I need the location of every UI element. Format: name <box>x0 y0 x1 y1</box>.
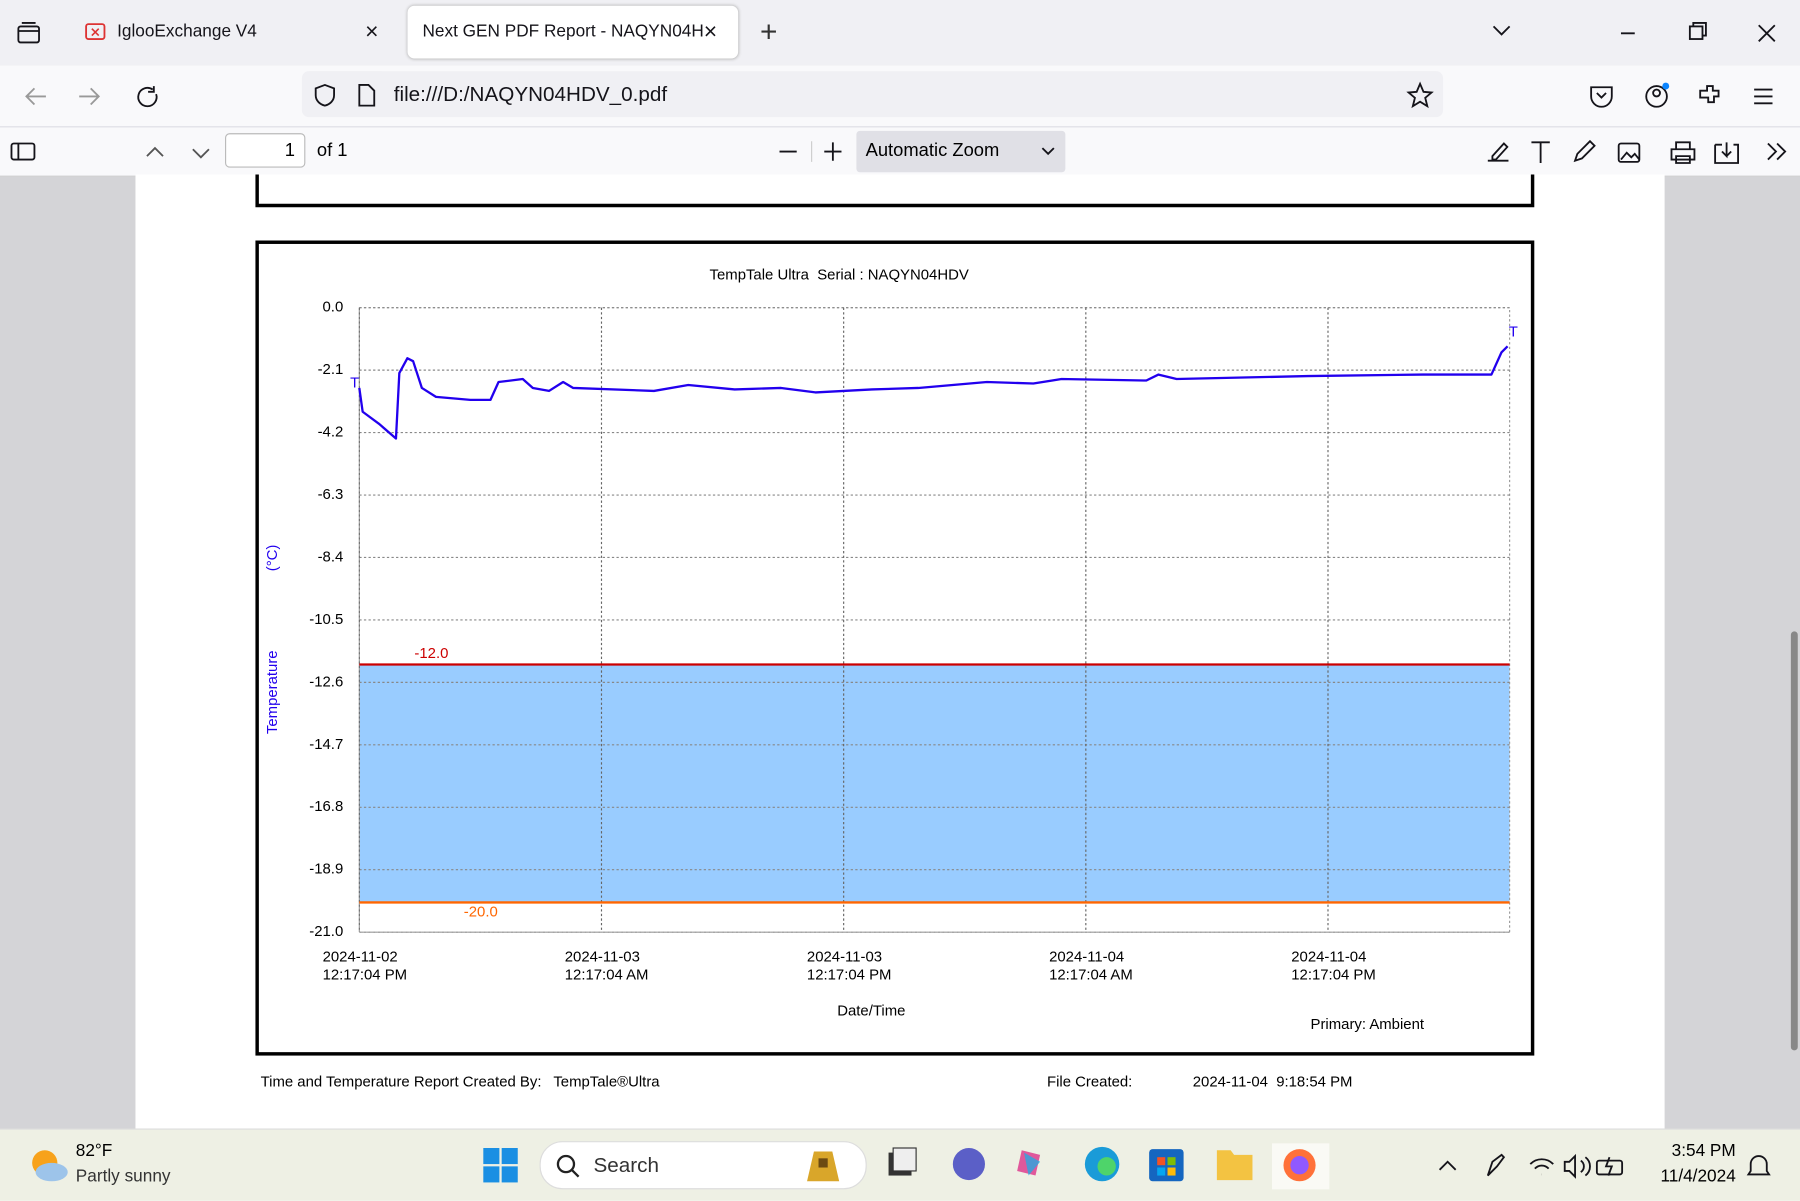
threshold-label: -20.0 <box>464 904 498 921</box>
system-tray[interactable] <box>1435 1150 1636 1182</box>
pdf-toolbar: 1 of 1 Automatic Zoom <box>0 126 1800 177</box>
toolbar-icons[interactable] <box>1588 82 1783 112</box>
url-icons <box>314 83 376 107</box>
x-tick-label: 2024-11-03 <box>807 948 882 965</box>
zoom-text: Automatic Zoom <box>865 141 1000 161</box>
y-tick-label: -18.9 <box>309 861 343 878</box>
clock-date: 11/4/2024 <box>1660 1166 1736 1186</box>
end-marker: T <box>1509 323 1518 340</box>
footer-file-created-label: File Created: <box>1047 1074 1132 1091</box>
chart-frame <box>255 240 1535 1056</box>
weather-temp: 82°F <box>75 1141 113 1161</box>
y-tick-label: -6.3 <box>318 486 344 503</box>
taskbar: 82°F Partly sunny Search 3:54 PM 11/4/20… <box>0 1128 1800 1201</box>
new-tab[interactable]: + <box>759 13 778 49</box>
tab-overflow[interactable] <box>1490 23 1513 39</box>
x-tick-label: 12:17:04 AM <box>1049 967 1133 984</box>
nav-bar: file:///D:/NAQYN04HDV_0.pdf <box>0 65 1800 127</box>
x-tick-label: 12:17:04 PM <box>807 967 892 984</box>
y-axis-unit: (°C) <box>264 545 281 572</box>
footer-created-by-label: Time and Temperature Report Created By: <box>261 1074 542 1091</box>
tab-close[interactable]: × <box>703 19 718 45</box>
annotation-tools[interactable] <box>1483 138 1793 168</box>
pdf-nav-icons[interactable] <box>9 140 227 165</box>
chart-title: TempTale Ultra Serial : NAQYN04HDV <box>710 266 969 283</box>
start-marker: T <box>350 374 359 391</box>
x-tick-label: 2024-11-04 <box>1291 948 1366 965</box>
tab-title: IglooExchange V4 <box>117 21 257 42</box>
y-tick-label: -8.4 <box>318 548 344 565</box>
weather-icon <box>32 1150 68 1182</box>
chart: 0.0 -2.1 -4.2 -6.3 -8.4 -10.5 -12.6 -14.7 -16.8 -… <box>264 266 1518 1033</box>
x-tick-label: 2024-11-03 <box>565 948 640 965</box>
y-tick-label: -21.0 <box>309 923 343 940</box>
page-input[interactable]: 1 <box>225 133 306 168</box>
y-tick-label: -12.6 <box>309 673 343 690</box>
series-name: Primary: Ambient <box>1311 1016 1425 1033</box>
threshold-label: -12.0 <box>414 645 448 662</box>
start-button[interactable] <box>482 1147 519 1184</box>
x-tick-label: 12:17:04 PM <box>323 967 408 984</box>
tab-close[interactable]: × <box>365 19 379 45</box>
page-count: of 1 <box>316 141 348 161</box>
footer-created-by: TempTale®Ultra <box>553 1074 660 1091</box>
search-box[interactable]: Search <box>539 1141 867 1190</box>
nav-buttons[interactable] <box>23 84 172 112</box>
x-tick-label: 2024-11-04 <box>1049 948 1124 965</box>
search-highlight <box>807 1151 840 1182</box>
window-controls[interactable] <box>1616 21 1788 46</box>
temperature-line <box>358 345 1509 440</box>
y-tick-label: -10.5 <box>309 611 343 628</box>
tab-list-icon[interactable] <box>16 21 44 46</box>
weather-desc: Partly sunny <box>75 1166 171 1186</box>
tab-icon <box>85 23 106 40</box>
y-tick-label: -14.7 <box>309 736 343 753</box>
tab-title: Next GEN PDF Report - NAQYN04H <box>422 21 704 42</box>
x-axis-label: Date/Time <box>837 1002 905 1019</box>
bookmark-star[interactable] <box>1406 81 1434 110</box>
x-tick-label: 12:17:04 AM <box>565 967 649 984</box>
x-tick-label: 2024-11-02 <box>323 948 398 965</box>
tab[interactable]: IglooExchange V4 × <box>69 6 396 59</box>
pdf-page <box>135 174 1665 1129</box>
zoom-select[interactable]: Automatic Zoom <box>856 130 1066 173</box>
y-tick-label: -16.8 <box>309 798 343 815</box>
tab-bar: IglooExchange V4 × Next GEN PDF Report -… <box>0 0 1800 66</box>
search-icon <box>556 1154 580 1178</box>
footer-file-created: 2024-11-04 9:18:54 PM <box>1193 1074 1353 1091</box>
url-text: file:///D:/NAQYN04HDV_0.pdf <box>393 82 668 106</box>
previous-box <box>255 174 1535 208</box>
url-bar[interactable]: file:///D:/NAQYN04HDV_0.pdf <box>301 71 1444 118</box>
tab-active[interactable]: Next GEN PDF Report - NAQYN04H × <box>407 5 739 59</box>
safe-band <box>359 664 1510 903</box>
y-tick-label: -2.1 <box>318 361 344 378</box>
chevron <box>1041 147 1055 156</box>
y-axis-label: Temperature <box>264 650 281 734</box>
y-tick-label: -4.2 <box>318 424 344 441</box>
search-text: Search <box>593 1153 660 1177</box>
pdf-viewer: 0.0 -2.1 -4.2 -6.3 -8.4 -10.5 -12.6 -14.7 -16.8 -… <box>135 174 1798 1129</box>
scrollbar-thumb[interactable] <box>1790 631 1798 1051</box>
zoom-buttons[interactable] <box>776 139 849 164</box>
y-tick-label: 0.0 <box>323 299 344 316</box>
x-tick-label: 12:17:04 PM <box>1291 967 1376 984</box>
notifications[interactable] <box>1745 1153 1773 1181</box>
clock-time: 3:54 PM <box>1671 1141 1736 1161</box>
taskbar-apps[interactable] <box>882 1143 1353 1190</box>
